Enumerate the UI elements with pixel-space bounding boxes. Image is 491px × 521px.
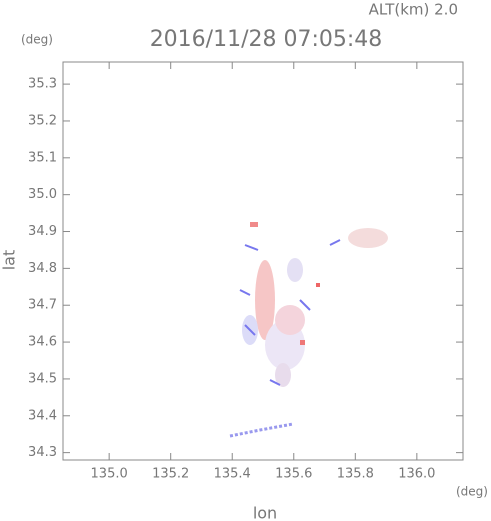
echo <box>316 283 320 287</box>
x-tick-label: 135.8 <box>337 467 374 482</box>
y-tick-label: 34.4 <box>28 408 57 423</box>
x-axis-label: lon <box>253 504 277 521</box>
y-tick-label: 34.6 <box>28 335 57 350</box>
y-tick-label: 34.3 <box>28 445 57 460</box>
echo <box>275 305 305 335</box>
echo-field <box>229 222 388 438</box>
y-tick-label: 35.2 <box>28 113 57 128</box>
y-tick-label: 35.0 <box>28 187 57 202</box>
y-tick-label: 35.3 <box>28 77 57 92</box>
echo <box>255 260 275 340</box>
chart-title: 2016/11/28 07:05:48 <box>150 27 383 52</box>
y-tick-label: 34.5 <box>28 371 57 386</box>
echo <box>275 363 291 387</box>
echo <box>229 422 294 438</box>
y-axis-label: lat <box>0 250 19 271</box>
y-tick-label: 34.8 <box>28 261 57 276</box>
x-tick-label: 136.0 <box>398 467 435 482</box>
y-tick-label: 34.7 <box>28 298 57 313</box>
y-unit: (deg) <box>21 33 53 47</box>
echo <box>300 340 305 345</box>
y-tick-label: 34.9 <box>28 224 57 239</box>
y-tick-label: 35.1 <box>28 150 57 165</box>
x-tick-label: 135.6 <box>275 467 312 482</box>
x-unit: (deg) <box>456 485 488 499</box>
echo <box>348 228 388 248</box>
echo <box>287 258 303 282</box>
x-tick-label: 135.2 <box>152 467 189 482</box>
plot-frame <box>62 61 464 461</box>
x-tick-label: 135.0 <box>91 467 128 482</box>
altitude-label: ALT(km) 2.0 <box>369 1 458 19</box>
echo <box>239 239 341 386</box>
x-tick-label: 135.4 <box>214 467 251 482</box>
echo <box>250 222 258 227</box>
